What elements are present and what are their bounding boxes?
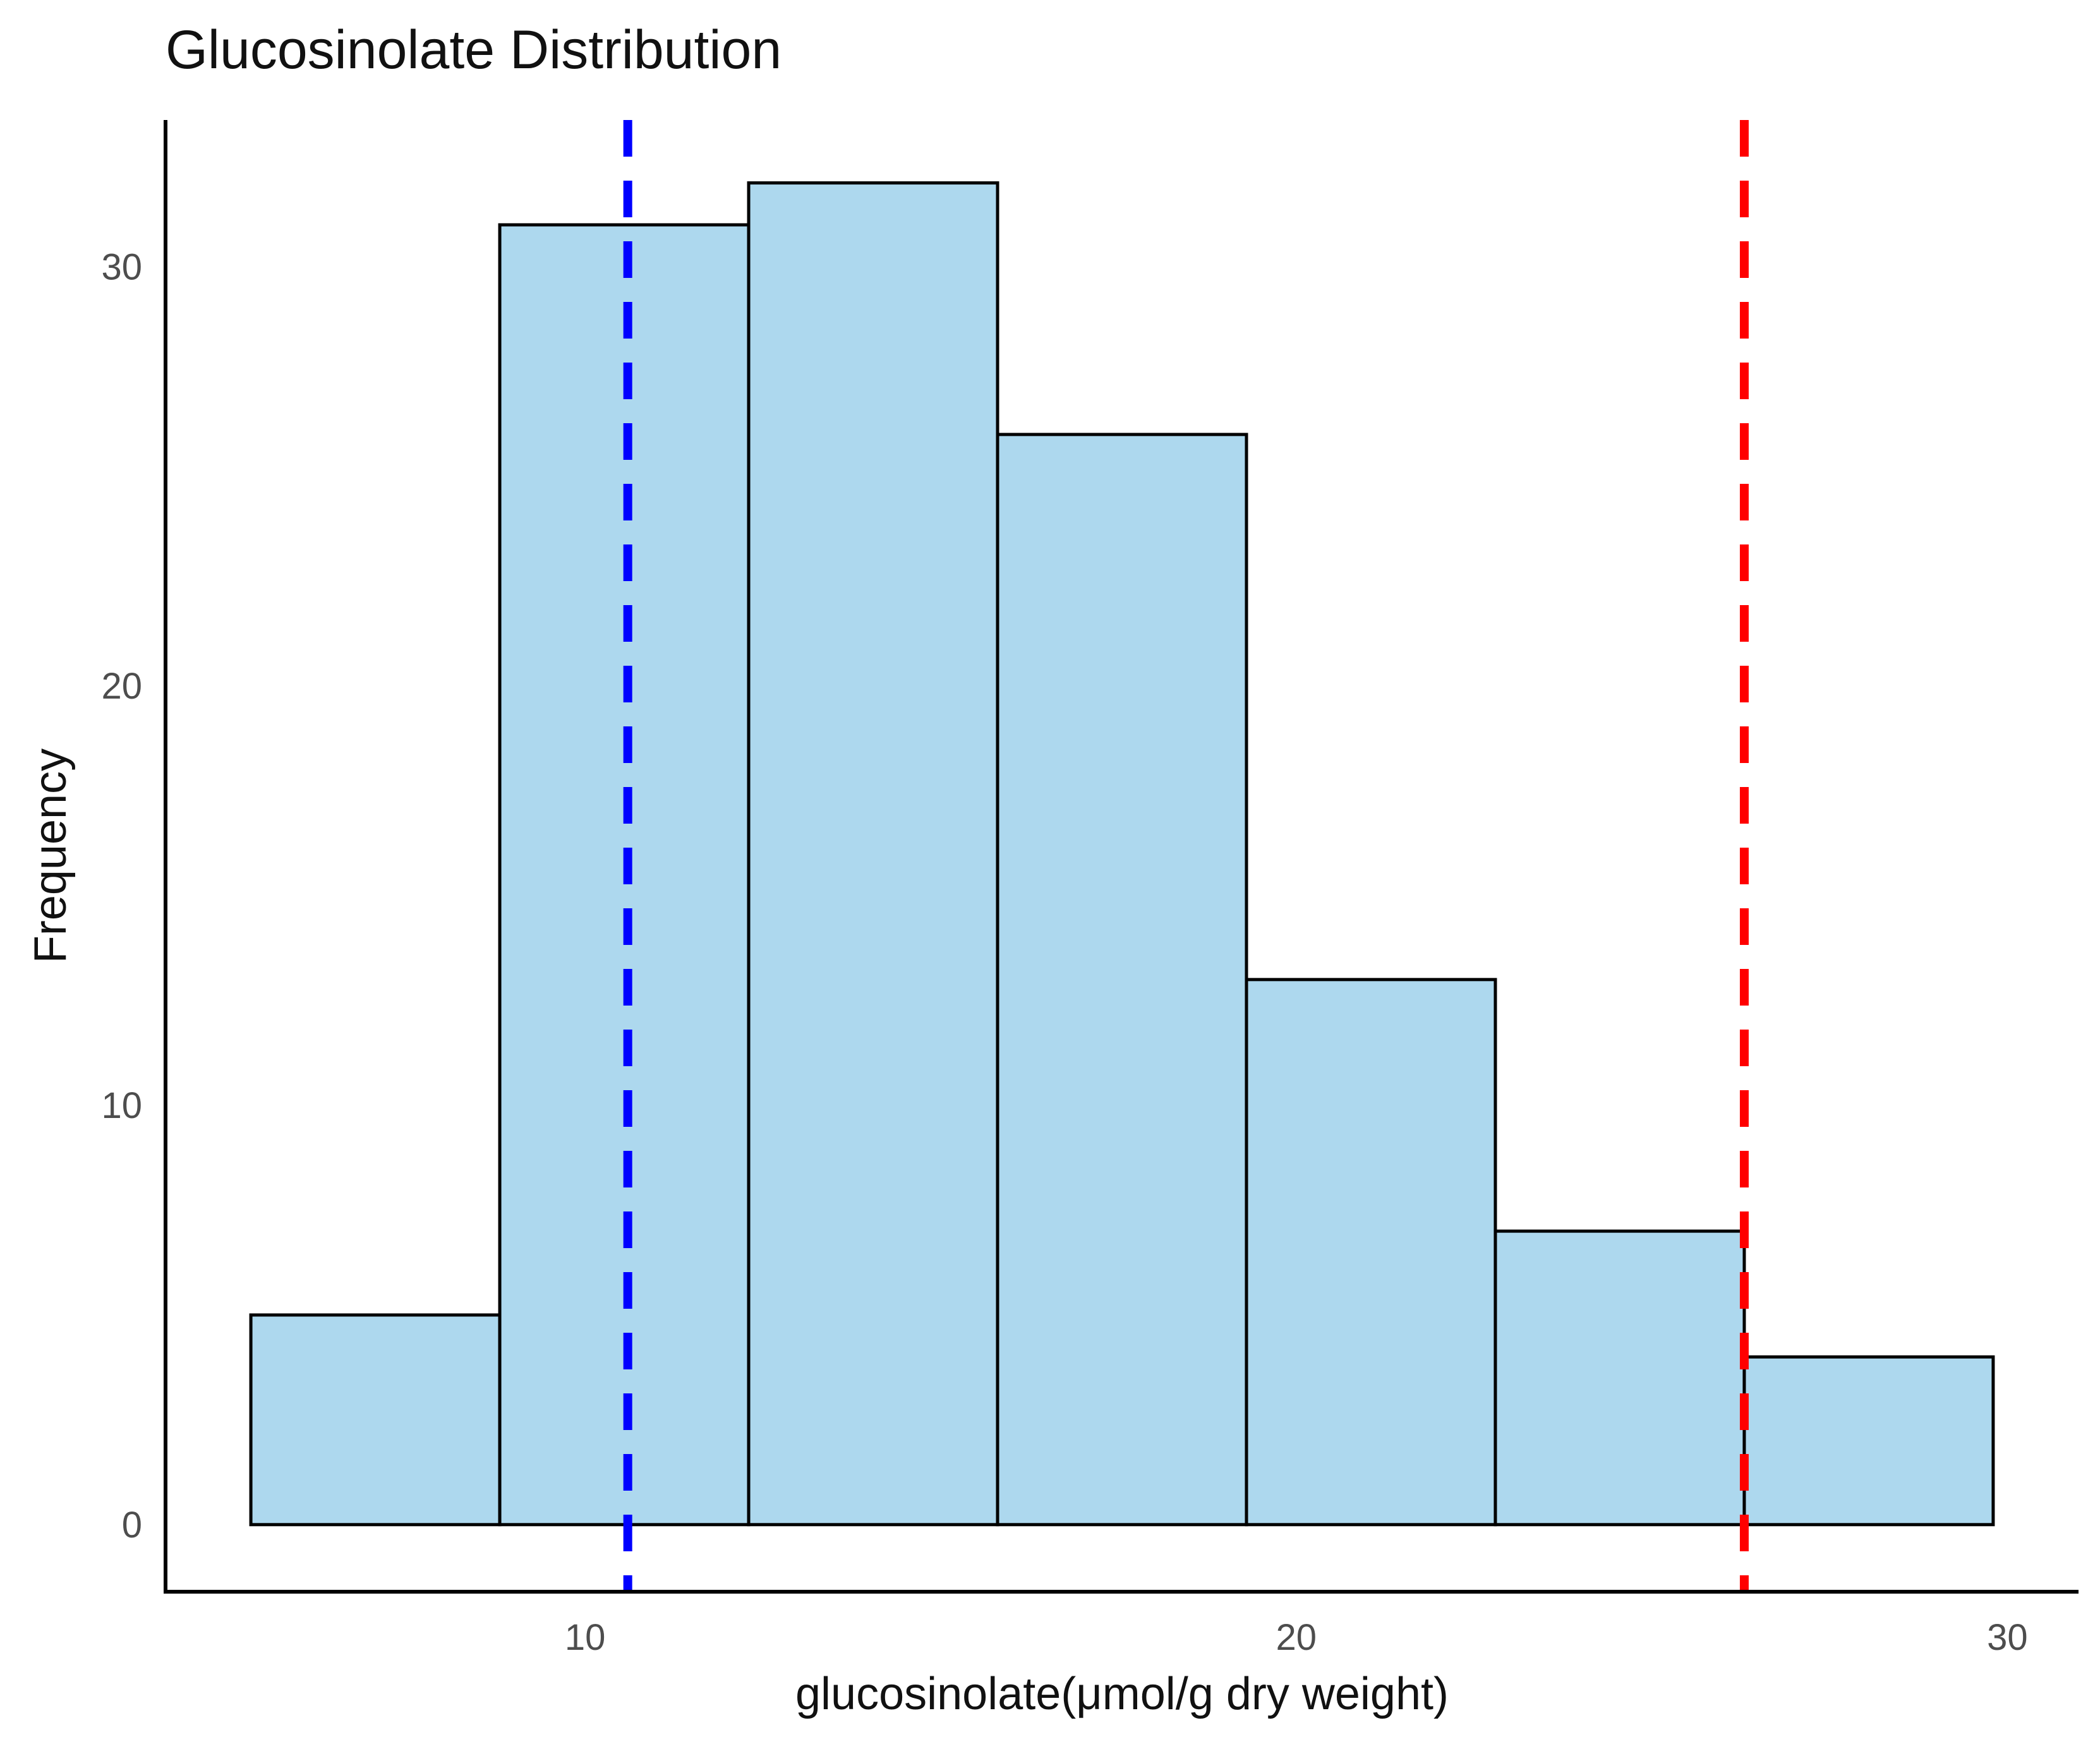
y-tick-labels: 0 10 20 30 [101,246,142,1545]
histogram-bar-4 [996,433,1248,1527]
y-axis-label: Frequency [25,748,76,963]
y-tick-label-0: 0 [122,1505,142,1546]
x-tick-label-30: 30 [1987,1617,2028,1658]
x-tick-label-20: 20 [1276,1617,1317,1658]
y-tick-label-30: 30 [101,246,142,287]
y-tick-label-20: 20 [101,666,142,707]
bars-layer [249,181,1995,1527]
x-axis-label: glucosinolate(μmol/g dry weight) [795,1669,1449,1719]
histogram-bar-5 [1245,978,1497,1527]
reference-lines-layer [623,120,1749,1592]
histogram-bar-6 [1494,1229,1746,1527]
x-tick-label-10: 10 [565,1617,606,1658]
y-tick-label-10: 10 [101,1085,142,1126]
histogram-bar-1 [249,1313,502,1527]
histogram-bar-7 [1742,1355,1995,1527]
chart-title: Glucosinolate Distribution [166,20,781,80]
histogram-bar-3 [747,181,999,1527]
x-tick-labels: 10 20 30 [565,1617,2028,1658]
